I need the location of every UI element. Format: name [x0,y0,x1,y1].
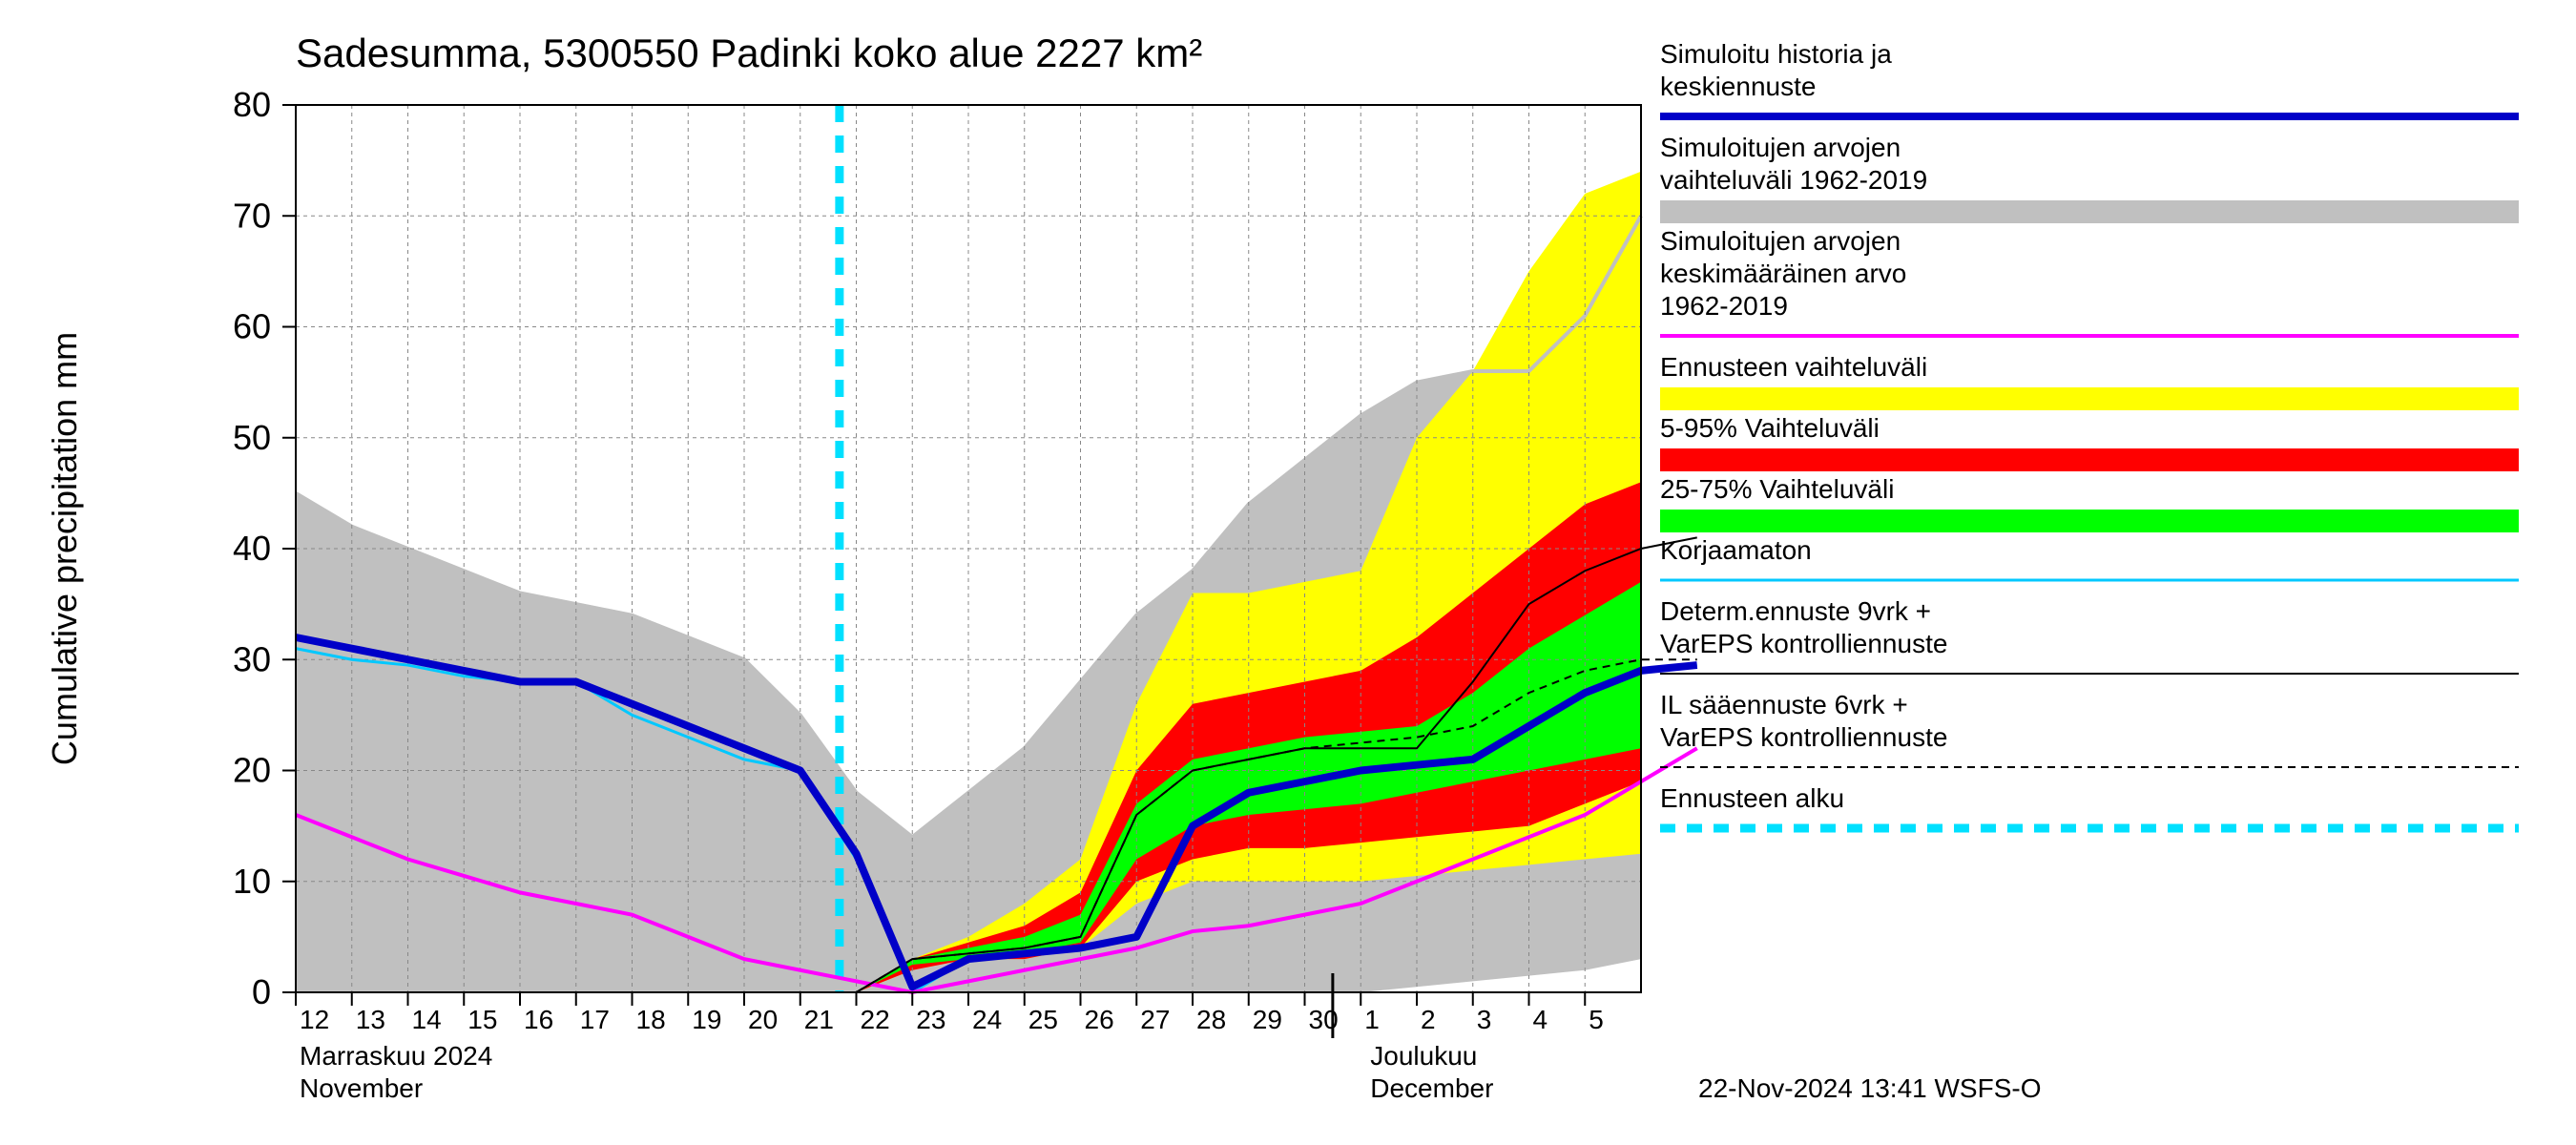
legend-label: keskiennuste [1660,72,1816,101]
y-axis-label: Cumulative precipitation mm [45,332,84,765]
x-tick-label: 20 [748,1005,778,1034]
x-tick-label: 2 [1421,1005,1436,1034]
x-tick-label: 29 [1253,1005,1282,1034]
y-tick-label: 80 [233,85,271,124]
x-tick-label: 3 [1477,1005,1492,1034]
legend-swatch [1660,448,2519,471]
x-tick-label: 13 [356,1005,385,1034]
legend-label: Ennusteen alku [1660,783,1844,813]
legend-label: 1962-2019 [1660,291,1788,321]
legend-label: VarEPS kontrolliennuste [1660,629,1947,658]
x-tick-label: 26 [1085,1005,1114,1034]
x-tick-label: 25 [1028,1005,1058,1034]
x-tick-label: 16 [524,1005,553,1034]
legend-label: Determ.ennuste 9vrk + [1660,596,1931,626]
x-tick-label: 14 [412,1005,442,1034]
legend-swatch [1660,510,2519,532]
x-tick-label: 27 [1140,1005,1170,1034]
y-tick-label: 70 [233,196,271,235]
x-tick-label: 17 [580,1005,610,1034]
y-tick-label: 40 [233,529,271,568]
month-label: Marraskuu 2024 [300,1041,492,1071]
legend-swatch [1660,200,2519,223]
x-tick-label: 21 [804,1005,834,1034]
legend-label: Simuloitu historia ja [1660,39,1892,69]
footer-timestamp: 22-Nov-2024 13:41 WSFS-O [1698,1073,2042,1103]
chart-title: Sadesumma, 5300550 Padinki koko alue 222… [296,31,1202,75]
legend-label: VarEPS kontrolliennuste [1660,722,1947,752]
x-tick-label: 28 [1196,1005,1226,1034]
chart-root: 0102030405060708012131415161718192021222… [0,0,2576,1145]
month-label: November [300,1073,423,1103]
x-tick-label: 5 [1589,1005,1604,1034]
y-tick-label: 50 [233,418,271,457]
x-tick-label: 19 [692,1005,721,1034]
legend-label: 25-75% Vaihteluväli [1660,474,1894,504]
chart-svg: 0102030405060708012131415161718192021222… [0,0,2576,1145]
x-tick-label: 22 [861,1005,890,1034]
x-tick-label: 23 [916,1005,945,1034]
x-tick-label: 1 [1364,1005,1380,1034]
month-label: December [1370,1073,1493,1103]
legend-swatch [1660,387,2519,410]
legend-label: vaihteluväli 1962-2019 [1660,165,1927,195]
legend-label: IL sääennuste 6vrk + [1660,690,1908,719]
x-tick-label: 12 [300,1005,329,1034]
legend-label: Simuloitujen arvojen [1660,226,1901,256]
legend-label: Simuloitujen arvojen [1660,133,1901,162]
x-tick-label: 18 [636,1005,666,1034]
y-tick-label: 10 [233,862,271,901]
y-tick-label: 60 [233,307,271,346]
x-tick-label: 24 [972,1005,1002,1034]
legend-label: Ennusteen vaihteluväli [1660,352,1927,382]
month-label: Joulukuu [1370,1041,1477,1071]
legend-label: Korjaamaton [1660,535,1812,565]
legend-label: keskimääräinen arvo [1660,259,1906,288]
y-tick-label: 30 [233,639,271,678]
x-tick-label: 15 [467,1005,497,1034]
legend-label: 5-95% Vaihteluväli [1660,413,1880,443]
y-tick-label: 20 [233,751,271,790]
y-tick-label: 0 [252,972,271,1011]
x-tick-label: 4 [1533,1005,1548,1034]
